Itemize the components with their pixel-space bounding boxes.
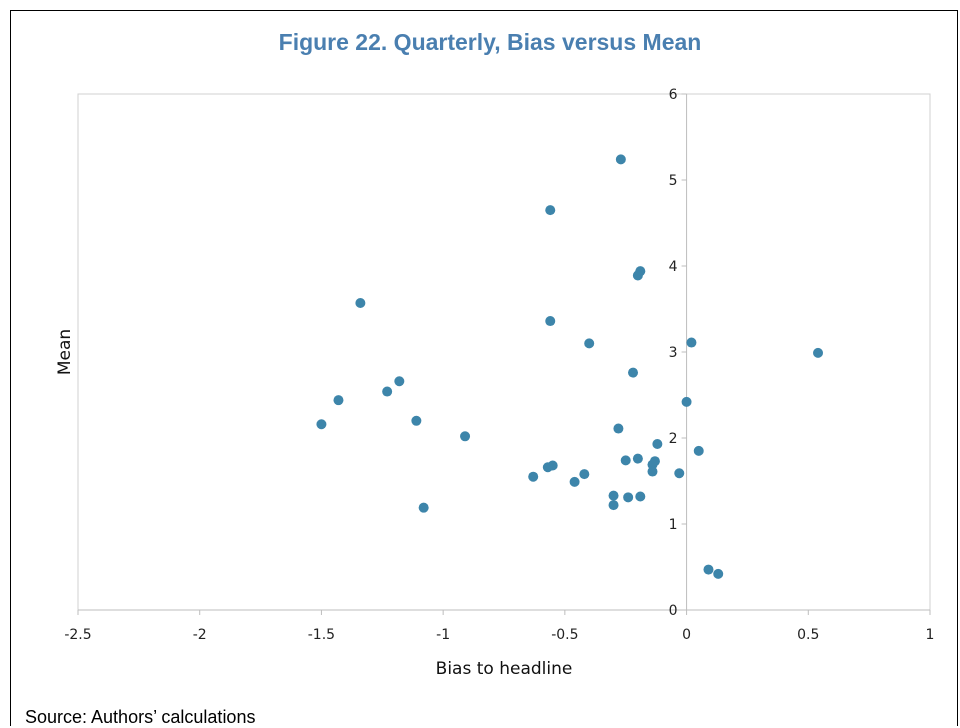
y-tick-label: 1 [669, 517, 678, 533]
y-tick-label: 5 [669, 173, 678, 189]
data-point [813, 347, 824, 358]
figure-title: Figure 22. Quarterly, Bias versus Mean [278, 29, 702, 55]
x-tick-label: 1 [926, 627, 935, 643]
data-point [584, 338, 595, 349]
x-tick-label: -2.5 [64, 627, 91, 643]
axes [77, 93, 931, 615]
data-points [316, 154, 824, 579]
data-point [545, 316, 556, 327]
data-point [693, 445, 704, 456]
data-point [615, 154, 626, 165]
figure-frame [10, 10, 958, 726]
data-point [632, 270, 643, 281]
y-tick-label: 6 [669, 87, 678, 103]
data-point [652, 439, 663, 450]
data-point [418, 502, 429, 513]
y-axis-title: Mean [55, 329, 75, 375]
data-point [703, 564, 714, 575]
data-point [686, 337, 697, 348]
data-point [394, 376, 405, 387]
data-point [647, 466, 658, 477]
data-point [620, 455, 631, 466]
x-tick-label: -2 [193, 627, 207, 643]
axis-labels: -2.5 -2 -1.5 -1 -0.5 0 0.5 1 0 1 2 3 4 5 6 Bias to head… [55, 87, 934, 679]
plot-border [77, 93, 931, 611]
y-tick-label: 0 [669, 603, 678, 619]
y-tick-label: 2 [669, 431, 678, 447]
data-point [613, 423, 624, 434]
data-point [382, 386, 393, 397]
data-point [623, 492, 634, 503]
data-point [713, 568, 724, 579]
source-note: Source: Authors’ calculations [25, 707, 256, 727]
x-tick-label: 0 [682, 627, 691, 643]
data-point [674, 468, 685, 479]
data-point [355, 297, 366, 308]
data-point [647, 459, 658, 470]
data-point [628, 367, 639, 378]
plot-area [77, 93, 931, 611]
data-point [681, 396, 692, 407]
data-point [460, 431, 471, 442]
data-point [608, 500, 619, 511]
data-point [608, 490, 619, 501]
data-point [569, 476, 580, 487]
data-point [316, 419, 327, 430]
data-point [542, 462, 553, 473]
data-point [411, 415, 422, 426]
y-tick-label: 3 [669, 345, 678, 361]
data-point [579, 469, 590, 480]
data-point [545, 205, 556, 216]
x-tick-label: 0.5 [797, 627, 819, 643]
x-tick-label: -0.5 [551, 627, 578, 643]
x-tick-label: -1 [436, 627, 450, 643]
data-point [632, 453, 643, 464]
y-tick-label: 4 [669, 259, 678, 275]
data-point [528, 471, 539, 482]
x-axis-title: Bias to headline [436, 659, 573, 679]
data-point [635, 491, 646, 502]
x-tick-label: -1.5 [308, 627, 335, 643]
data-point [333, 395, 344, 406]
